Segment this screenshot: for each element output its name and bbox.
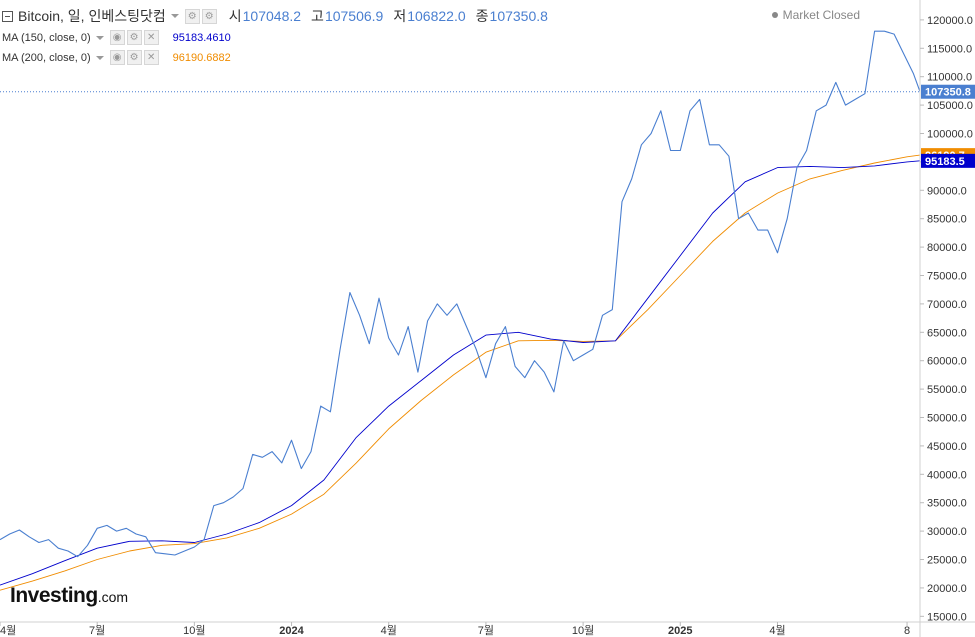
y-tick-label: 75000.0: [927, 270, 967, 282]
x-tick-label: 10월: [183, 624, 205, 637]
ma200-line: [0, 154, 921, 591]
brand-suffix: .com: [97, 589, 129, 605]
low-value: 106822.0: [407, 8, 466, 24]
x-tick-label: 7월: [478, 624, 494, 637]
chevron-down-icon[interactable]: [95, 35, 104, 40]
status-dot-icon: [771, 12, 778, 18]
y-tick-label: 55000.0: [927, 384, 967, 396]
y-tick-label: 115000.0: [927, 43, 972, 55]
high-value: 107506.9: [324, 8, 384, 24]
brand-name: Investing: [10, 584, 98, 607]
y-tick-label: 30000.0: [927, 526, 967, 538]
last-price-badge-text: 107350.8: [925, 87, 971, 99]
x-tick-label: 2025: [668, 625, 692, 637]
ma200-value: 96190.6882: [172, 51, 231, 64]
price-line: [0, 30, 921, 558]
y-tick-label: 100000.0: [927, 128, 973, 140]
market-status: Market Closed: [771, 8, 860, 22]
close-icon[interactable]: ✕: [143, 50, 159, 65]
ma150-line: [0, 160, 921, 586]
x-tick-label: 4월: [0, 624, 16, 637]
open-label: 시: [228, 8, 242, 24]
y-tick-label: 65000.0: [927, 327, 967, 339]
y-tick-label: 85000.0: [927, 214, 967, 226]
y-tick-label: 120000.0: [927, 15, 973, 27]
gear-icon[interactable]: ⚙: [201, 8, 217, 24]
chart-legend: Bitcoin, 일, 인베스팅닷컴 ⚙ ⚙ 시 107048.2 고 107506…: [0, 0, 920, 80]
symbol-row: Bitcoin, 일, 인베스팅닷컴 ⚙ ⚙ 시 107048.2 고 107506…: [2, 6, 548, 26]
ma150-value: 95183.4610: [172, 31, 231, 44]
y-tick-label: 15000.0: [927, 611, 967, 623]
y-axis[interactable]: 15000.0 20000.0 25000.0 30000.0 35000.0 40000…: [920, 15, 973, 623]
y-tick-label: 110000.0: [927, 72, 972, 84]
settings-icon[interactable]: ⚙: [184, 8, 200, 24]
low-label: 저: [393, 8, 407, 24]
ma200-line-group: [0, 154, 921, 591]
ma200-label[interactable]: MA (200, close, 0): [2, 51, 91, 64]
y-tick-label: 35000.0: [927, 498, 967, 510]
ma200-row: MA (200, close, 0) ◉ ⚙ ✕ 96190.6882: [2, 50, 231, 65]
last-price-badge-bg: [921, 84, 975, 99]
close-label: 종: [475, 8, 489, 24]
price-line-group: [0, 30, 921, 558]
y-tick-label: 70000.0: [927, 299, 967, 311]
x-tick-label: 4월: [381, 624, 397, 637]
symbol-title[interactable]: Bitcoin, 일, 인베스팅닷컴: [18, 8, 166, 24]
x-tick-label: 8: [904, 625, 910, 637]
x-tick-label: 7월: [89, 624, 105, 637]
y-tick-label: 45000.0: [927, 441, 967, 453]
x-tick-label: 2024: [279, 625, 304, 637]
y-tick-label: 90000.0: [927, 185, 967, 197]
market-status-text: Market Closed: [782, 8, 860, 22]
ma150-badge-text: 95183.5: [925, 156, 965, 168]
y-tick-label: 60000.0: [927, 356, 967, 368]
eye-icon[interactable]: ◉: [109, 50, 125, 65]
close-value: 107350.8: [489, 8, 548, 24]
y-tick-label: 20000.0: [927, 583, 967, 595]
ma150-badge: 95183.5: [921, 153, 975, 168]
gear-icon[interactable]: ⚙: [126, 30, 142, 45]
price-badges: 107350.896190.795183.5: [921, 84, 975, 168]
ma150-line-group: [0, 160, 921, 586]
ma150-label[interactable]: MA (150, close, 0): [2, 31, 91, 44]
y-tick-label: 105000.0: [927, 100, 973, 112]
x-tick-label: 10월: [572, 624, 594, 637]
collapse-icon[interactable]: [2, 10, 13, 22]
y-tick-label: 25000.0: [927, 555, 967, 567]
y-tick-label: 80000.0: [927, 242, 967, 254]
y-tick-label: 50000.0: [927, 413, 967, 425]
open-value: 107048.2: [242, 8, 302, 24]
high-label: 고: [311, 8, 324, 24]
x-tick-label: 4월: [769, 624, 785, 637]
last-price-badge: 107350.8: [921, 84, 975, 99]
chevron-down-icon[interactable]: [170, 14, 179, 18]
investing-logo: Investing.com: [10, 584, 128, 608]
chevron-down-icon[interactable]: [95, 55, 104, 60]
eye-icon[interactable]: ◉: [109, 30, 125, 45]
x-axis[interactable]: 4월 7월 10월 2024 4월 7월 10월 2025 4월 8: [0, 622, 910, 637]
y-tick-label: 40000.0: [927, 469, 967, 481]
ma150-row: MA (150, close, 0) ◉ ⚙ ✕ 95183.4610: [2, 30, 231, 45]
ma150-badge-bg: [921, 153, 975, 168]
gear-icon[interactable]: ⚙: [126, 50, 142, 65]
close-icon[interactable]: ✕: [143, 30, 159, 45]
